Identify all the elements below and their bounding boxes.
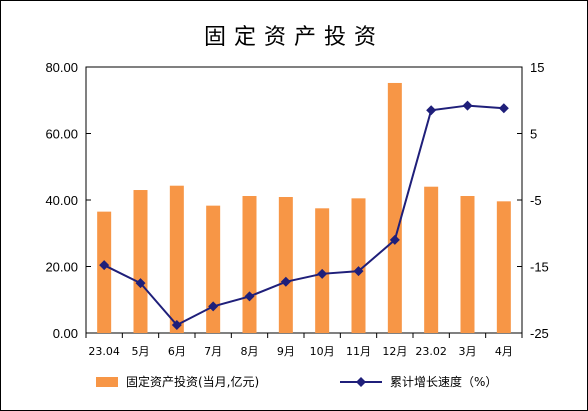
- bar-8: [387, 82, 402, 334]
- bar-2: [169, 185, 184, 333]
- x-label-1: 5月: [132, 345, 150, 358]
- chart-title: 固定资产投资: [204, 25, 384, 50]
- line-point-10: [462, 100, 473, 111]
- x-label-2: 6月: [168, 345, 186, 358]
- line-point-4: [244, 291, 255, 302]
- y-left-label-3: 60.00: [45, 127, 78, 142]
- line-point-8: [389, 234, 400, 245]
- line-point-6: [317, 268, 328, 279]
- y-right-label-0: -25: [530, 326, 549, 341]
- line-layer: [99, 100, 509, 331]
- series-line: [103, 104, 504, 327]
- x-label-11: 4月: [495, 345, 513, 358]
- bar-7: [351, 198, 366, 333]
- x-label-10: 3月: [459, 345, 477, 358]
- y-left-label-2: 40.00: [45, 193, 78, 208]
- line-point-9: [426, 105, 437, 116]
- line-point-1: [135, 278, 146, 289]
- x-label-9: 23.02: [415, 345, 447, 358]
- bars-layer: [97, 82, 511, 334]
- x-label-3: 7月: [204, 345, 222, 358]
- y-right-label-2: -5: [530, 193, 542, 208]
- line-point-2: [171, 320, 182, 331]
- bar-11: [496, 201, 511, 333]
- x-label-5: 9月: [277, 345, 295, 358]
- legend-label-line: 累计增长速度（%）: [390, 374, 497, 389]
- x-label-7: 11月: [346, 345, 371, 358]
- legend: 固定资产投资(当月,亿元) 累计增长速度（%）: [96, 374, 497, 389]
- y-right-label-1: -15: [530, 260, 549, 275]
- line-point-3: [208, 301, 219, 312]
- bar-9: [424, 186, 439, 333]
- line-point-5: [280, 276, 291, 287]
- line-point-7: [353, 266, 364, 277]
- x-label-8: 12月: [382, 345, 407, 358]
- bar-1: [133, 190, 148, 333]
- x-label-4: 8月: [241, 345, 259, 358]
- y-right-label-3: 5: [530, 127, 537, 142]
- bar-0: [97, 211, 112, 333]
- bar-10: [460, 196, 475, 333]
- bar-3: [206, 205, 221, 333]
- y-right-label-4: 15: [530, 60, 544, 75]
- legend-marker-line: [356, 377, 366, 387]
- bar-5: [278, 197, 293, 333]
- y-left-label-0: 0.00: [53, 326, 78, 341]
- legend-label-bar: 固定资产投资(当月,亿元): [126, 374, 259, 389]
- y-left-label-1: 20.00: [45, 260, 78, 275]
- x-label-0: 23.04: [88, 345, 120, 358]
- axes-layer: 0.00 20.00 40.00 60.00 80.00 -25 -15 -5 5 15 23.04…: [45, 60, 548, 358]
- legend-swatch-bar: [96, 377, 118, 387]
- line-point-0: [99, 260, 110, 271]
- line-point-11: [498, 103, 509, 114]
- x-label-6: 10月: [310, 345, 335, 358]
- bar-4: [242, 196, 257, 333]
- y-left-label-4: 80.00: [45, 60, 78, 75]
